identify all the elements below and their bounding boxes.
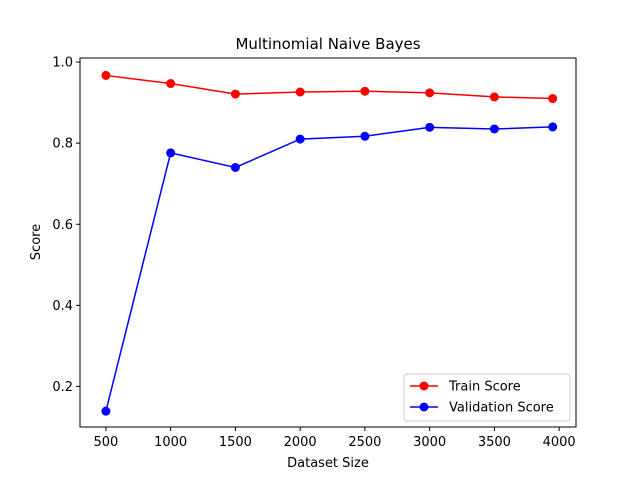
data-point-train	[230, 89, 240, 99]
x-tick-label: 4000	[543, 435, 576, 450]
x-tick-label: 1000	[154, 435, 187, 450]
legend: Train Score Validation Score	[403, 373, 571, 422]
data-point-validation	[295, 134, 305, 144]
data-point-train	[166, 79, 176, 89]
x-axis: 500 1000 1500 2000 2500 3000 3500 4000	[93, 427, 576, 450]
series-layer	[101, 70, 558, 416]
x-tick-label: 3500	[478, 435, 511, 450]
x-tick-label: 2000	[284, 435, 317, 450]
series-line-validation	[105, 126, 553, 412]
data-point-train	[425, 88, 435, 98]
data-point-validation	[230, 162, 240, 172]
y-tick-label: 0.4	[52, 299, 73, 314]
legend-box	[403, 373, 571, 422]
plot-area	[79, 57, 577, 428]
y-axis-label: Score	[29, 224, 44, 260]
data-point-train	[360, 86, 370, 96]
data-point-train	[489, 92, 499, 102]
y-tick-label: 0.2	[52, 380, 73, 395]
plot-frame	[79, 57, 577, 428]
legend-marker-train	[419, 381, 429, 391]
data-point-validation	[360, 131, 370, 141]
x-tick-label: 3000	[413, 435, 446, 450]
x-tick-label: 1500	[219, 435, 252, 450]
y-axis: 0.2 0.4 0.6 0.8 1.0	[52, 56, 80, 395]
chart-title: Multinomial Naive Bayes	[235, 35, 420, 53]
y-tick-label: 1.0	[52, 56, 73, 71]
legend-label-validation: Validation Score	[449, 401, 554, 416]
x-axis-label: Dataset Size	[287, 456, 369, 471]
data-point-train	[548, 94, 558, 104]
data-point-validation	[425, 122, 435, 132]
y-tick-label: 0.8	[52, 137, 73, 152]
data-point-train	[101, 70, 111, 80]
data-point-validation	[101, 406, 111, 416]
data-point-train	[295, 87, 305, 97]
y-tick-label: 0.6	[52, 218, 73, 233]
series-line-train	[105, 74, 553, 100]
x-tick-label: 2500	[348, 435, 381, 450]
legend-label-train: Train Score	[448, 380, 521, 395]
data-point-validation	[166, 148, 176, 158]
legend-marker-validation	[419, 402, 429, 412]
data-point-validation	[548, 122, 558, 132]
x-tick-label: 500	[93, 435, 118, 450]
data-point-validation	[489, 124, 499, 134]
